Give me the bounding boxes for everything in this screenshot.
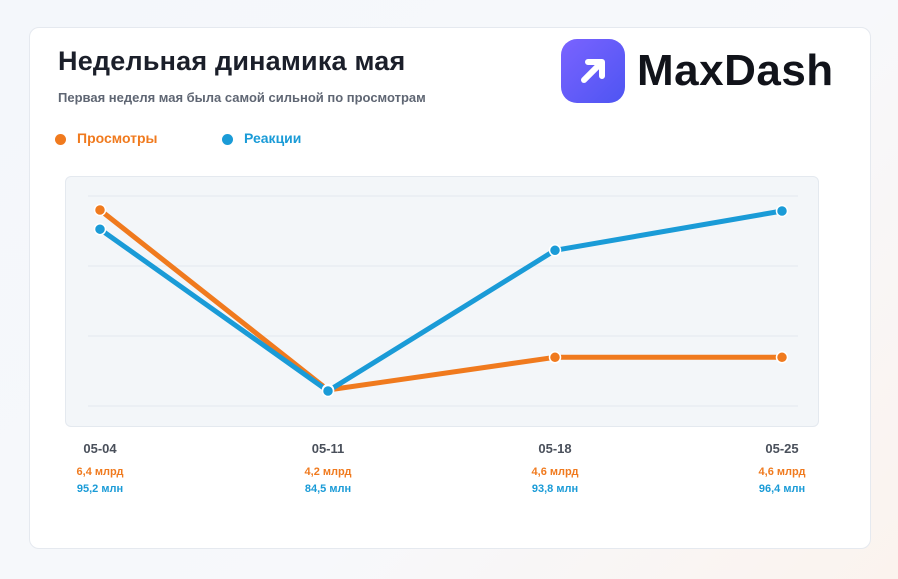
data-label-reactions: 93,8 млн [531,483,579,495]
x-tick-label: 05-25 [765,441,799,456]
x-category-05-18: 05-18 4,6 млрд 93,8 млн [505,441,605,495]
data-label-reactions: 96,4 млн [758,483,806,495]
data-point-views[interactable] [775,351,789,364]
data-point-views[interactable] [93,203,107,217]
data-label-reactions: 95,2 млн [76,483,124,495]
data-label-views: 4,6 млрд [531,466,579,478]
x-tick-label: 05-04 [83,441,117,456]
legend-label-reactions: Реакции [244,130,302,146]
data-point-reactions[interactable] [321,384,335,398]
data-label-reactions: 84,5 млн [304,483,352,495]
x-category-05-04: 05-04 6,4 млрд 95,2 млн [50,441,150,495]
brand-logo: MaxDash [561,38,861,104]
x-tick-label: 05-18 [538,441,572,456]
series-line-reactions [97,208,785,394]
data-label-views: 4,2 млрд [304,466,352,478]
legend-label-views: Просмотры [77,130,158,146]
legend-marker-reactions [222,134,233,145]
chart-subtitle: Первая неделя мая была самой сильной по … [58,90,426,105]
data-point-reactions[interactable] [775,204,789,218]
series-line-views [97,207,785,393]
brand-name: MaxDash [637,46,834,95]
data-point-reactions[interactable] [93,222,107,236]
x-tick-label: 05-11 [311,441,345,456]
data-label-views: 4,6 млрд [758,466,806,478]
data-label-views: 6,4 млрд [76,466,124,478]
data-point-views[interactable] [548,351,562,364]
plot-area [65,176,819,427]
x-category-05-11: 05-11 4,2 млрд 84,5 млн [278,441,378,495]
arrow-up-right-icon [561,39,625,103]
x-category-05-25: 05-25 4,6 млрд 96,4 млн [732,441,832,495]
data-point-reactions[interactable] [548,244,562,257]
chart-title: Недельная динамика мая [58,46,406,76]
legend-marker-views [55,134,66,145]
